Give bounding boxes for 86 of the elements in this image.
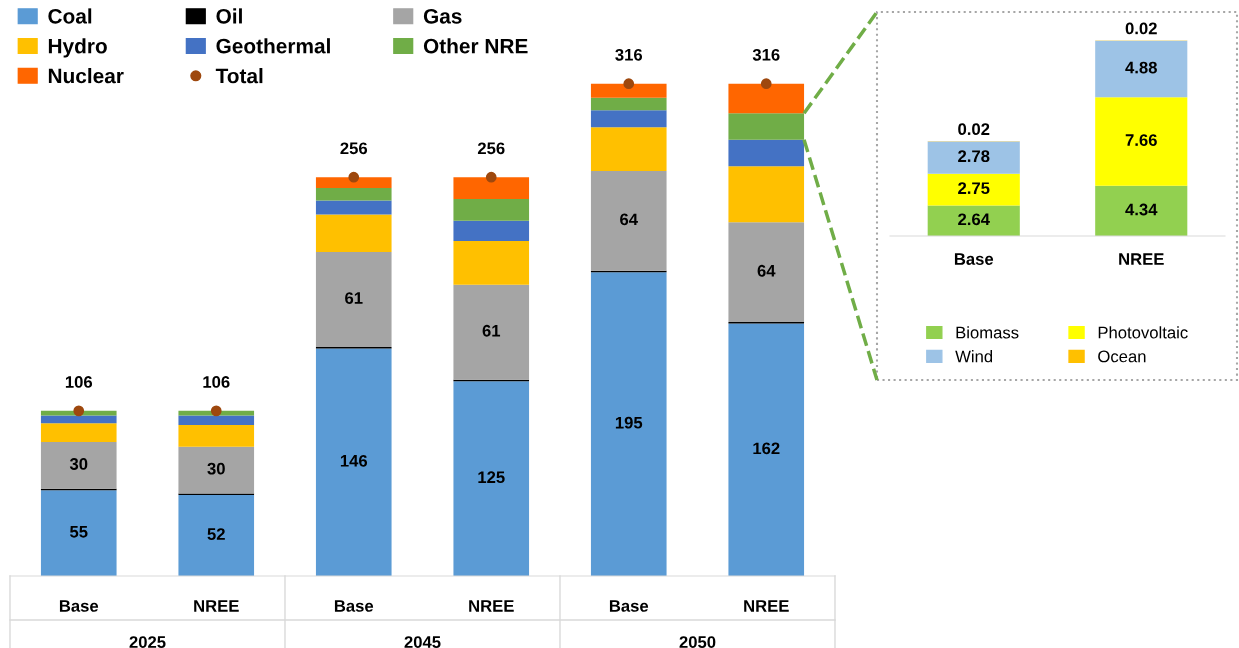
bar <box>453 241 530 285</box>
data-label: 30 <box>207 462 225 475</box>
data-label: 7.66 <box>1125 134 1157 146</box>
bar <box>728 139 805 167</box>
bar <box>590 127 667 171</box>
legend-label: Other NRE <box>423 38 528 54</box>
bar <box>178 415 255 425</box>
data-label: 106 <box>65 376 93 388</box>
legend-label: Coal <box>48 8 92 24</box>
bar <box>728 323 805 576</box>
legend-label: Biomass <box>956 326 1019 339</box>
data-label: 61 <box>482 324 501 337</box>
data-label: 4.88 <box>1125 61 1157 74</box>
bar <box>453 177 530 199</box>
legend-label: Geothermal <box>216 38 330 54</box>
data-label: 61 <box>345 292 363 304</box>
legend-label: Ocean <box>1098 350 1146 363</box>
data-label: 146 <box>340 454 368 467</box>
data-label: 162 <box>753 442 780 455</box>
bar <box>40 423 117 443</box>
bar <box>40 415 117 424</box>
x-tick-label: NREE <box>469 600 514 612</box>
bar <box>590 170 667 271</box>
data-label: 316 <box>615 48 643 61</box>
x-tick-label: Base <box>954 253 994 265</box>
legend-label: Hydro <box>48 38 107 58</box>
bar <box>1095 97 1188 186</box>
data-label: 2.64 <box>958 213 990 226</box>
data-label: 0.02 <box>1125 22 1157 35</box>
bar <box>453 284 530 380</box>
data-label: 2.75 <box>958 182 990 195</box>
bar <box>590 83 667 98</box>
legend-label: Oil <box>216 8 242 24</box>
legend-label: Total <box>215 68 263 84</box>
bar <box>927 141 1020 174</box>
data-label: 55 <box>69 526 88 538</box>
text: 2025 <box>129 636 166 648</box>
bar <box>728 222 805 323</box>
x-tick-label: NREE <box>1119 253 1164 265</box>
bar <box>927 173 1020 206</box>
bar <box>315 251 392 347</box>
bar <box>1095 40 1188 98</box>
legend-label: Nuclear <box>48 68 124 84</box>
data-label: 106 <box>203 376 230 388</box>
bar <box>315 348 392 576</box>
data-label: 256 <box>340 142 368 155</box>
bar <box>178 446 255 494</box>
bar <box>40 442 117 489</box>
bar <box>590 272 667 576</box>
bar <box>453 198 530 221</box>
bar <box>590 97 667 111</box>
bar <box>1095 185 1188 236</box>
bar <box>178 424 255 447</box>
x-tick-label: NREE <box>744 600 789 612</box>
data-label: 64 <box>757 264 776 277</box>
bar <box>590 110 667 128</box>
legend-label: Wind <box>955 350 993 363</box>
data-label: 4.34 <box>1125 203 1158 216</box>
data-label: 0.02 <box>958 123 990 136</box>
bar <box>315 188 392 201</box>
bar <box>315 200 392 215</box>
x-tick-label: NREE <box>194 600 239 612</box>
bar <box>728 166 805 223</box>
bar <box>40 490 117 576</box>
bar <box>315 214 392 252</box>
legend-label: Photovoltaic <box>1098 326 1188 339</box>
legend-label: Gas <box>423 8 462 24</box>
text: 2050 <box>679 636 716 648</box>
data-label: 2.78 <box>958 150 990 163</box>
x-tick-label: Base <box>59 600 99 612</box>
data-label: 256 <box>477 142 505 155</box>
bar <box>315 177 392 189</box>
data-label: 125 <box>478 471 505 484</box>
bar <box>453 220 530 242</box>
bar <box>453 381 530 576</box>
data-label: 64 <box>620 213 638 226</box>
data-label: 195 <box>615 416 643 429</box>
text: 2045 <box>404 636 441 648</box>
x-tick-label: Base <box>334 600 374 612</box>
bar <box>728 83 805 114</box>
x-tick-label: Base <box>609 600 649 612</box>
data-label: 30 <box>69 458 88 470</box>
bar <box>178 494 255 576</box>
data-label: 52 <box>207 528 225 540</box>
bar <box>927 205 1020 236</box>
data-label: 316 <box>752 48 780 61</box>
